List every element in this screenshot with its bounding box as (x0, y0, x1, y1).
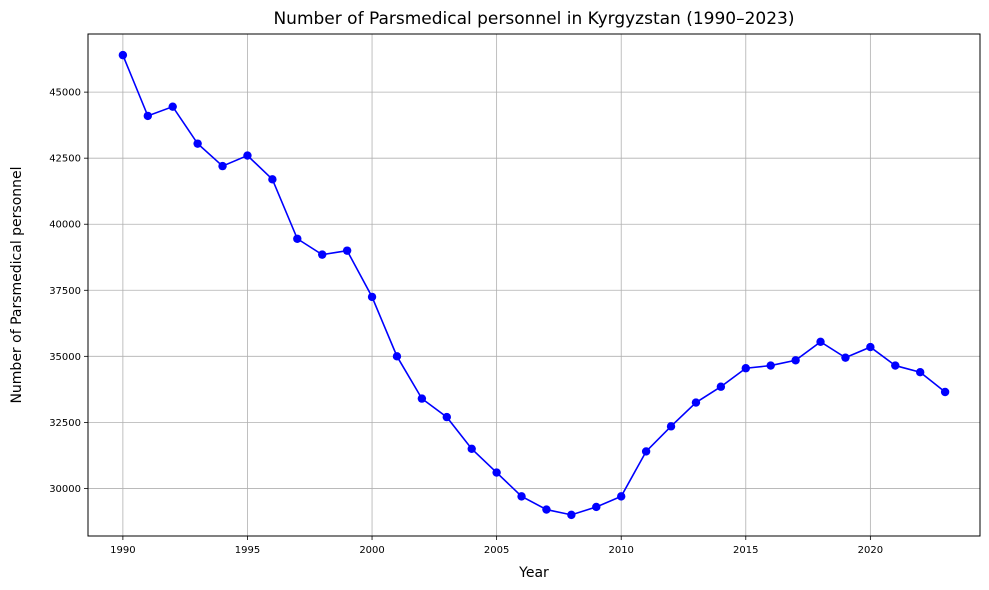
data-point (542, 505, 551, 514)
data-point (592, 502, 601, 512)
data-point (666, 422, 676, 431)
data-point (741, 364, 750, 373)
data-point (118, 50, 128, 60)
x-tick-label: 2000 (359, 545, 384, 556)
data-point (293, 234, 302, 243)
x-axis-ticks: 1990 1995 2000 2005 2010 2015 2020 (110, 536, 883, 556)
x-axis-label: Year (518, 565, 549, 581)
data-point (567, 510, 576, 520)
plot-frame (87, 33, 981, 537)
data-point (791, 356, 800, 365)
x-tick-label: 1995 (235, 545, 260, 556)
y-tick-label: 35000 (49, 352, 81, 363)
data-point (367, 292, 377, 302)
data-point (417, 394, 427, 403)
grid (88, 34, 980, 536)
x-tick-label: 2010 (608, 545, 633, 556)
data-point (841, 353, 850, 362)
data-point (916, 367, 925, 377)
x-tick-label: 2020 (858, 545, 883, 556)
y-tick-label: 30000 (49, 484, 81, 495)
data-point (442, 412, 451, 422)
data-point (940, 387, 950, 397)
y-tick-label: 40000 (49, 220, 81, 231)
data-point (168, 102, 177, 111)
data-point (617, 492, 626, 501)
data-point (816, 337, 825, 347)
data-point (641, 447, 651, 456)
series-layer (118, 50, 950, 520)
data-point (342, 246, 352, 255)
data-point (517, 492, 526, 501)
data-point (243, 151, 252, 160)
data-point (392, 352, 402, 361)
series-line (122, 54, 946, 516)
y-tick-label: 32500 (49, 418, 81, 429)
data-point (193, 139, 202, 148)
data-point (866, 342, 875, 352)
y-axis-ticks: 30000 32500 35000 37500 40000 42500 45000 (49, 88, 88, 495)
data-point (268, 175, 277, 184)
y-tick-label: 42500 (49, 154, 81, 165)
x-tick-label: 2005 (484, 545, 509, 556)
y-tick-label: 37500 (49, 286, 81, 297)
x-tick-label: 1990 (110, 545, 135, 556)
data-point (691, 398, 701, 407)
data-point (766, 361, 775, 370)
data-point (716, 382, 726, 391)
data-point (891, 361, 900, 370)
x-tick-label: 2015 (733, 545, 758, 556)
y-tick-label: 45000 (49, 88, 81, 99)
data-point (143, 111, 152, 121)
data-point (492, 468, 501, 477)
data-point (467, 444, 476, 454)
chart-title: Number of Parsmedical personnel in Kyrgy… (273, 9, 794, 29)
data-point (218, 161, 227, 171)
data-point (318, 250, 327, 259)
y-axis-label: Number of Parsmedical personnel (9, 166, 25, 403)
